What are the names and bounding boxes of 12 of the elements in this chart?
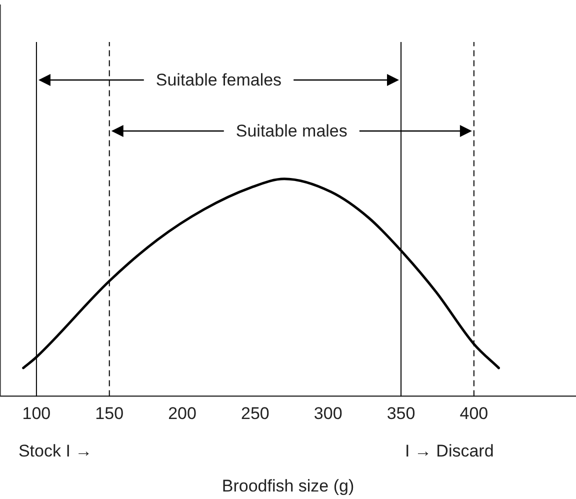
x-tick-label: 250: [241, 404, 270, 424]
x-tick-label: 100: [22, 404, 51, 424]
text: Suitable males: [236, 122, 348, 140]
x-axis-title: Broodfish size (g): [222, 476, 354, 496]
x-tick-label: 300: [314, 404, 342, 424]
x-tick-label: 200: [168, 404, 196, 424]
text: Stock I →: [18, 442, 92, 461]
text: Suitable females: [156, 70, 282, 90]
text: I → Discard: [405, 442, 494, 461]
x-tick-label: 350: [386, 404, 416, 424]
x-tick-label: 150: [95, 404, 124, 424]
x-tick-label: 400: [460, 404, 488, 424]
